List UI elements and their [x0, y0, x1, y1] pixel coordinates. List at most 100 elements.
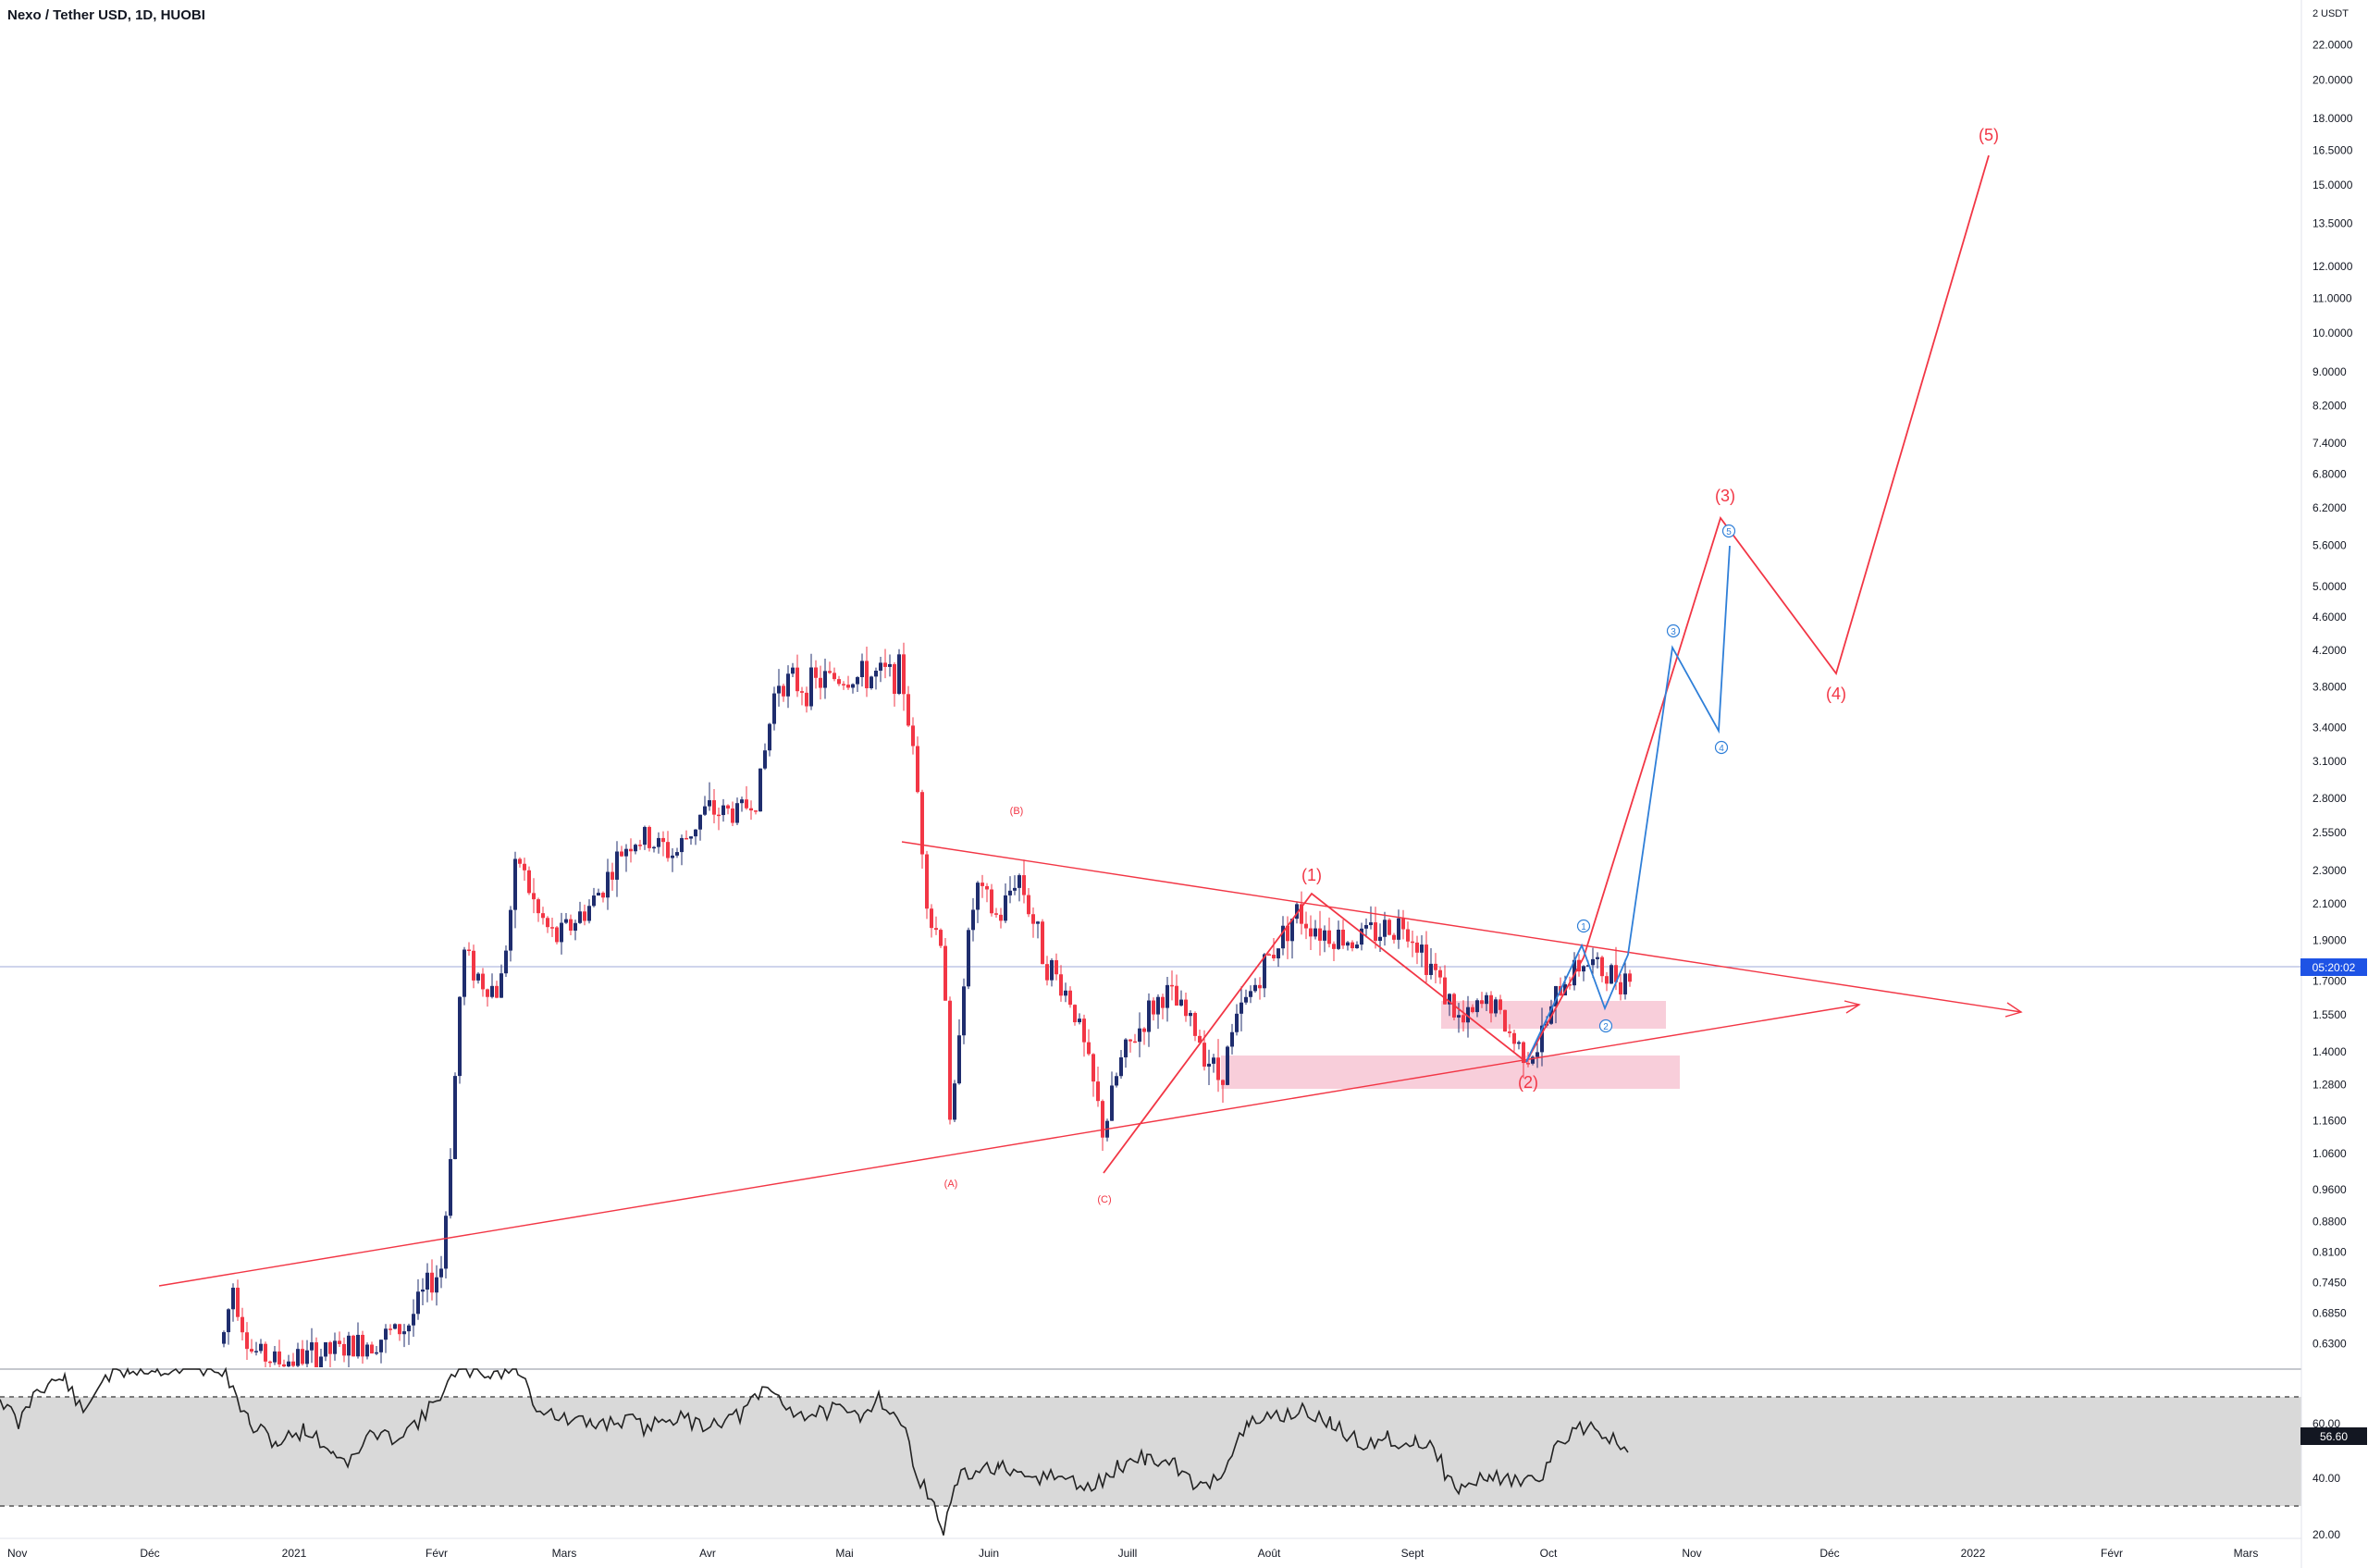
candle-body — [518, 858, 522, 864]
svg-text:5: 5 — [1726, 527, 1732, 537]
candle-body — [1189, 1012, 1192, 1017]
candle-body — [1110, 1085, 1114, 1121]
rsi-value-tag — [2300, 1427, 2367, 1445]
price-tick: 6.8000 — [2312, 468, 2347, 481]
candle-body — [1202, 1043, 1206, 1067]
time-tick: Déc — [140, 1547, 159, 1560]
candle-body — [319, 1356, 323, 1367]
candle-body — [393, 1324, 397, 1329]
candle-body — [1383, 920, 1387, 937]
candle-body — [1448, 994, 1451, 1005]
candle-body — [1045, 964, 1049, 981]
time-tick: Févr — [2101, 1547, 2123, 1560]
price-tick: 0.6850 — [2312, 1307, 2347, 1320]
candle-body — [412, 1314, 415, 1326]
price-tick: 6.2000 — [2312, 501, 2347, 514]
candle-body — [1411, 941, 1414, 944]
candle-body — [301, 1349, 304, 1364]
candle-body — [597, 893, 600, 896]
candle-body — [587, 906, 591, 921]
candle-body — [1166, 984, 1169, 1008]
candle-body — [1258, 984, 1262, 989]
candle-body — [236, 1288, 240, 1317]
candle-body — [1522, 1042, 1525, 1064]
candle-body — [1388, 920, 1391, 935]
candle-body — [1115, 1076, 1118, 1086]
sub-wave-4: 4 — [1714, 740, 1729, 755]
candle-body — [227, 1309, 230, 1333]
candle-body — [1216, 1057, 1220, 1080]
time-axis[interactable]: Nov Déc 2021 Févr Mars Avr Mai Juin Juill Août Sep… — [0, 1537, 2301, 1560]
candle-body — [883, 662, 887, 667]
candle-body — [1508, 1031, 1511, 1033]
rsi-tick-40: 40.00 — [2312, 1472, 2340, 1485]
candle-body — [486, 989, 489, 997]
price-tick: 5.6000 — [2312, 538, 2347, 551]
candle-body — [314, 1342, 318, 1367]
candle-body — [629, 848, 633, 852]
candle-body — [1022, 875, 1026, 895]
candle-body — [1207, 1063, 1211, 1067]
candle-body — [870, 676, 873, 688]
candle-body — [703, 806, 707, 815]
candle-body — [1064, 990, 1067, 996]
candle-body — [874, 671, 878, 677]
rsi-axis: 60.00 56.60 40.00 20.00 — [2300, 1417, 2367, 1541]
candle-body — [832, 673, 836, 680]
candle-body — [536, 899, 540, 914]
candle-body — [1175, 985, 1178, 1006]
price-axis[interactable]: 2 USDT 22.0000 20.0000 18.0000 16.5000 15.00… — [2300, 0, 2368, 1568]
candle-body — [962, 986, 966, 1036]
candle-body — [634, 845, 637, 852]
candle-body — [1082, 1019, 1086, 1043]
candle-body — [1582, 966, 1585, 972]
candle-body — [1290, 919, 1294, 942]
candle-body — [722, 805, 725, 816]
time-tick: Oct — [1540, 1547, 1558, 1560]
candle-body — [388, 1328, 392, 1330]
candle-body — [698, 814, 702, 830]
candle-body — [1475, 1000, 1479, 1013]
candle-body — [222, 1332, 226, 1344]
candle-body — [231, 1288, 235, 1310]
price-tick: 0.6300 — [2312, 1338, 2347, 1351]
candle-body — [999, 914, 1003, 921]
time-tick: Juin — [979, 1547, 999, 1560]
candle-body — [1466, 1006, 1470, 1023]
candlestick-series — [222, 642, 1632, 1367]
candle-body — [398, 1324, 401, 1335]
candle-body — [430, 1272, 434, 1293]
time-tick: 2022 — [1961, 1547, 1986, 1560]
candle-body — [1531, 1056, 1535, 1064]
candle-body — [338, 1340, 341, 1344]
candle-body — [1554, 985, 1558, 1006]
svg-text:3: 3 — [1671, 627, 1676, 637]
wave-label-a: (A) — [944, 1179, 958, 1190]
candle-body — [1226, 1046, 1229, 1085]
candle-body — [328, 1342, 332, 1354]
candle-body — [615, 851, 619, 880]
candle-body — [708, 800, 711, 807]
candle-body — [800, 691, 804, 693]
wave-label-5: (5) — [1979, 126, 1999, 144]
candle-body — [555, 927, 559, 943]
candle-body — [1360, 928, 1363, 945]
candle-body — [365, 1344, 369, 1357]
candle-body — [416, 1291, 420, 1315]
price-tick: 11.0000 — [2312, 292, 2352, 305]
wave-label-b: (B) — [1010, 806, 1024, 817]
candle-body — [638, 845, 642, 846]
candle-body — [546, 918, 549, 928]
candle-body — [684, 837, 688, 840]
candle-body — [513, 858, 517, 910]
rsi-tick-60: 60.00 — [2312, 1417, 2340, 1430]
candle-body — [527, 870, 531, 894]
candle-body — [740, 799, 744, 804]
candle-body — [967, 930, 970, 987]
lower-trendline — [158, 1004, 1860, 1287]
candle-body — [944, 945, 947, 1001]
candle-body — [1332, 944, 1336, 949]
wave-label-1: (1) — [1301, 866, 1322, 884]
candle-body — [1198, 1035, 1202, 1043]
